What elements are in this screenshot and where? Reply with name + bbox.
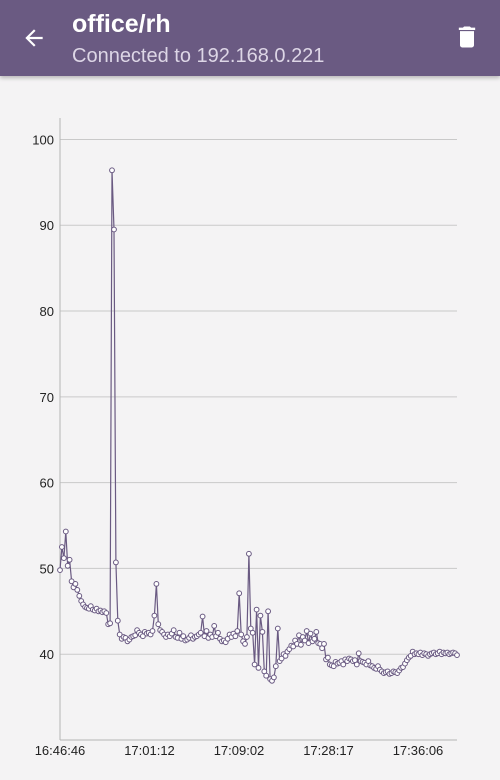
data-point <box>170 627 177 634</box>
data-point <box>321 641 327 647</box>
data-point <box>244 634 250 640</box>
data-point <box>272 663 279 670</box>
arrow-left-icon <box>25 29 43 47</box>
data-point <box>265 608 272 615</box>
data-point <box>74 587 81 593</box>
app-bar: office/rh Connected to 192.168.0.221 <box>0 0 500 76</box>
data-point <box>197 629 204 636</box>
data-point <box>274 625 281 632</box>
data-point <box>64 562 71 569</box>
x-tick-label: 17:28:17 <box>303 743 354 758</box>
data-point <box>151 612 158 619</box>
data-point <box>253 606 260 613</box>
data-point <box>311 635 318 642</box>
data-point <box>103 610 110 616</box>
back-button[interactable] <box>14 20 54 56</box>
data-point <box>298 641 304 648</box>
data-point <box>155 621 162 628</box>
x-tick-label: 17:36:06 <box>393 743 444 758</box>
y-tick-label: 50 <box>40 561 54 576</box>
data-point <box>454 652 460 658</box>
connection-status: Connected to 192.168.0.221 <box>72 45 325 67</box>
data-point <box>114 617 121 624</box>
data-point <box>234 628 241 634</box>
data-point <box>215 629 221 636</box>
data-point <box>62 528 69 535</box>
data-point <box>246 550 252 557</box>
data-point <box>199 613 206 620</box>
x-tick-label: 17:01:12 <box>124 743 175 758</box>
data-point <box>259 629 266 635</box>
data-point <box>107 620 113 627</box>
x-tick-label: 16:46:46 <box>35 743 86 758</box>
data-point <box>353 661 360 668</box>
chart-area: 40 50 60 70 80 90 100 16:46:46 17:01:12 17:09:02 1… <box>0 76 500 775</box>
y-tick-label: 90 <box>40 218 54 233</box>
y-tick-label: 70 <box>40 390 54 405</box>
data-point <box>340 661 347 668</box>
data-point <box>203 628 210 634</box>
data-point <box>325 654 331 661</box>
data-point <box>355 650 362 657</box>
data-point <box>211 623 218 629</box>
y-tick-label: 60 <box>40 476 54 491</box>
data-point <box>59 544 65 550</box>
data-point <box>257 612 264 619</box>
data-point <box>236 590 243 597</box>
data-point <box>290 643 297 650</box>
data-point <box>242 641 248 647</box>
data-point <box>66 556 73 563</box>
data-point <box>176 629 183 636</box>
y-tick-label: 100 <box>32 132 54 147</box>
data-point <box>238 631 245 638</box>
data-point <box>72 581 79 587</box>
data-point <box>307 630 314 637</box>
data-point <box>251 661 258 668</box>
data-point <box>111 226 117 233</box>
data-point <box>232 633 239 640</box>
delete-button[interactable] <box>448 18 486 56</box>
data-point <box>149 628 156 634</box>
data-point <box>301 637 308 644</box>
data-point <box>313 629 320 635</box>
page-title: office/rh <box>72 10 171 38</box>
data-point <box>113 559 119 566</box>
data-point <box>57 567 63 573</box>
series-line <box>59 170 458 682</box>
data-point <box>76 593 83 599</box>
y-tick-label: 80 <box>40 304 54 319</box>
data-point <box>109 167 115 174</box>
x-tick-label: 17:09:02 <box>214 743 265 758</box>
data-point <box>303 628 310 634</box>
data-point <box>61 555 67 561</box>
data-point <box>255 665 262 671</box>
y-tick-label: 40 <box>40 647 54 662</box>
data-point <box>249 629 256 636</box>
trash-icon <box>458 26 476 48</box>
humidity-line-chart[interactable]: 40 50 60 70 80 90 100 16:46:46 17:01:12 17:09:02 1… <box>0 76 500 775</box>
data-point <box>68 578 75 585</box>
data-point <box>271 674 277 681</box>
data-point <box>263 672 270 679</box>
data-point <box>153 581 160 587</box>
